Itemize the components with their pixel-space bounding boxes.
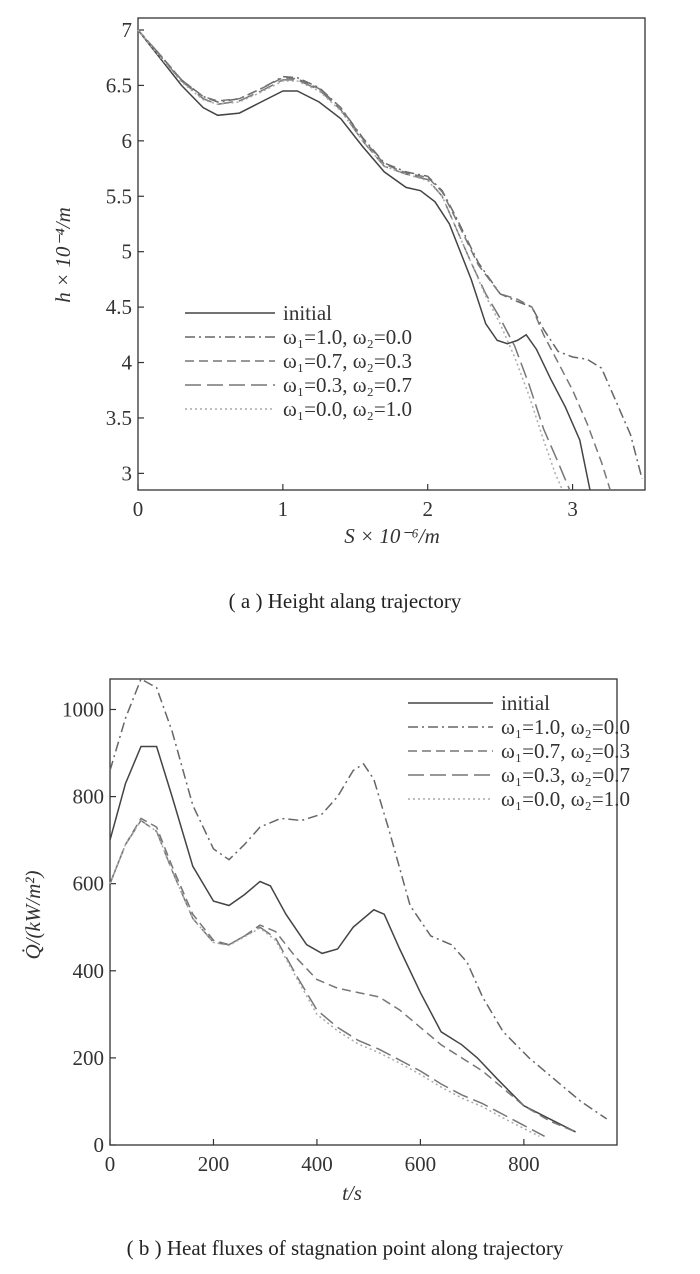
legend-label: ω₁=0.7, ω₂=0.3 — [501, 739, 630, 763]
y-axis-title: Q̇/(kW/m²) — [21, 870, 45, 959]
series-line-0 — [137, 29, 591, 491]
x-axis-ticks: 0 200 400 600 800 — [105, 1139, 540, 1176]
caption: ( b ) Heat fluxes of stagnation point al… — [127, 1236, 564, 1260]
x-axis-title: t/s — [342, 1181, 362, 1205]
series-line-1 — [137, 29, 643, 480]
legend-label: ω₁=0.0, ω₂=1.0 — [501, 787, 630, 811]
x-tick-label: 1 — [278, 497, 289, 521]
y-tick-label: 4 — [122, 351, 133, 375]
legend-label: ω₁=1.0, ω₂=0.0 — [501, 715, 630, 739]
x-tick-label: 400 — [301, 1152, 333, 1176]
y-tick-label: 6 — [122, 129, 133, 153]
x-axis-ticks: 0 1 2 3 — [133, 484, 578, 521]
series-line-2 — [137, 29, 611, 491]
y-axis-ticks: 0 200 400 600 800 1000 — [62, 697, 116, 1157]
y-tick-label: 4.5 — [106, 295, 132, 319]
y-axis-title: h × 10⁻⁴/m — [51, 207, 75, 303]
series-line-4 — [137, 29, 564, 491]
caption: ( a ) Height alang trajectory — [229, 589, 462, 613]
legend-label: initial — [501, 691, 550, 715]
y-tick-label: 6.5 — [106, 73, 132, 97]
y-tick-label: 400 — [73, 959, 105, 983]
legend-label: ω₁=0.0, ω₂=1.0 — [283, 397, 412, 421]
x-axis-title: S × 10⁻⁶/m — [344, 524, 440, 548]
legend-label: ω₁=0.3, ω₂=0.7 — [283, 373, 412, 397]
legend-label: ω₁=0.3, ω₂=0.7 — [501, 763, 630, 787]
x-tick-label: 800 — [508, 1152, 540, 1176]
y-tick-label: 3 — [122, 461, 133, 485]
y-tick-label: 7 — [122, 18, 133, 42]
plot-frame — [137, 17, 646, 491]
x-tick-label: 3 — [567, 497, 578, 521]
x-tick-label: 0 — [133, 497, 144, 521]
series-line-3 — [109, 819, 545, 1137]
y-tick-label: 600 — [73, 872, 105, 896]
series-line-0 — [109, 745, 576, 1133]
x-tick-label: 600 — [405, 1152, 437, 1176]
series-lines — [109, 677, 608, 1137]
series-line-2 — [109, 817, 576, 1133]
y-tick-label: 3.5 — [106, 406, 132, 430]
legend-label: ω₁=1.0, ω₂=0.0 — [283, 325, 412, 349]
x-tick-label: 2 — [422, 497, 433, 521]
plot-frame — [109, 678, 618, 1146]
x-tick-label: 0 — [105, 1152, 116, 1176]
x-tick-label: 200 — [198, 1152, 230, 1176]
legend-label: ω₁=0.7, ω₂=0.3 — [283, 349, 412, 373]
y-tick-label: 5 — [122, 240, 133, 264]
legend-label: initial — [283, 301, 332, 325]
series-line-4 — [109, 819, 540, 1137]
y-tick-label: 0 — [94, 1133, 105, 1157]
y-tick-label: 200 — [73, 1046, 105, 1070]
y-tick-label: 5.5 — [106, 184, 132, 208]
series-lines — [137, 29, 643, 491]
y-tick-label: 1000 — [62, 697, 104, 721]
y-tick-label: 800 — [73, 785, 105, 809]
